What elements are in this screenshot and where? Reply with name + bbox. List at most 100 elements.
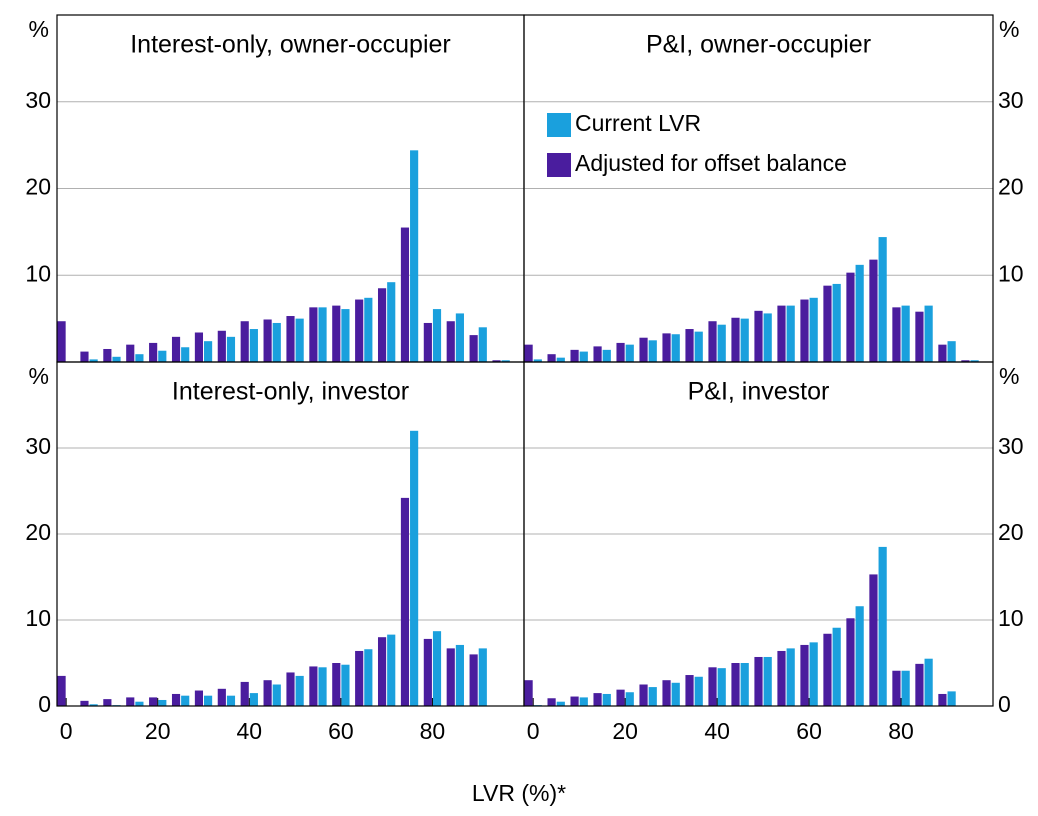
bar <box>80 700 89 706</box>
y-unit-label: % <box>999 16 1019 42</box>
bar <box>263 680 272 706</box>
bar <box>823 285 832 362</box>
bar <box>832 627 841 706</box>
bar <box>570 696 579 706</box>
bar <box>332 305 341 362</box>
bar <box>763 656 772 706</box>
bar <box>602 349 611 362</box>
bar <box>240 681 249 706</box>
x-axis-label: LVR (%)* <box>472 780 566 806</box>
bar <box>469 654 478 706</box>
bar <box>226 695 236 706</box>
bar <box>625 692 634 706</box>
bar <box>181 695 190 706</box>
y-tick-label: 20 <box>998 519 1024 545</box>
bar <box>158 350 167 362</box>
bar <box>318 667 327 706</box>
bar <box>80 351 89 362</box>
bar <box>446 648 455 706</box>
bar <box>364 649 373 706</box>
bar <box>823 633 832 706</box>
bar <box>846 618 855 706</box>
bar <box>671 682 680 706</box>
bar <box>432 631 442 706</box>
bar <box>740 318 749 362</box>
bar <box>731 663 740 706</box>
bar <box>377 288 387 362</box>
bar <box>455 644 464 706</box>
bar <box>171 693 181 706</box>
bar <box>625 344 634 362</box>
bar <box>217 688 226 706</box>
bar <box>938 344 947 362</box>
bar <box>387 634 396 706</box>
bar <box>355 299 364 362</box>
bar <box>777 305 786 362</box>
x-tick-label: 20 <box>145 718 171 744</box>
bar <box>217 330 226 362</box>
panel-frame <box>523 361 994 707</box>
x-tick-label: 0 <box>527 718 540 744</box>
bar <box>685 675 694 706</box>
bar <box>786 648 795 706</box>
bar <box>694 331 703 362</box>
bar <box>309 666 318 706</box>
bar <box>662 680 671 706</box>
y-tick-label: 20 <box>25 519 51 545</box>
bar <box>455 313 464 362</box>
bar <box>694 676 703 706</box>
bar <box>89 359 98 362</box>
bar <box>478 327 487 362</box>
bar <box>648 687 657 706</box>
bar <box>947 691 956 706</box>
x-tick-label: 80 <box>420 718 446 744</box>
bar <box>341 309 350 362</box>
bar <box>263 319 272 362</box>
bar <box>309 307 318 362</box>
bar <box>924 658 933 706</box>
bar <box>869 574 878 706</box>
bar <box>295 318 304 362</box>
bar <box>400 227 410 362</box>
bar <box>547 698 556 706</box>
bar <box>272 322 281 362</box>
bar <box>194 690 204 706</box>
bar <box>126 344 135 362</box>
bar <box>593 346 602 362</box>
bar <box>446 321 455 362</box>
bar <box>915 663 924 706</box>
bar <box>616 342 625 362</box>
bar <box>754 310 763 362</box>
bar <box>158 699 167 706</box>
bar <box>469 335 478 362</box>
bar <box>639 684 648 706</box>
y-tick-label: 0 <box>38 691 51 717</box>
bar <box>855 264 864 362</box>
bar <box>204 695 213 706</box>
bar <box>892 307 901 362</box>
bar <box>961 360 970 362</box>
y-tick-label: 20 <box>25 174 51 200</box>
bar <box>240 321 249 362</box>
bar <box>892 670 901 706</box>
bar <box>593 693 602 706</box>
legend-label: Adjusted for offset balance <box>575 150 847 176</box>
y-tick-label: 30 <box>998 87 1024 113</box>
bar <box>685 329 694 362</box>
bar <box>204 341 213 362</box>
bar <box>800 299 809 362</box>
bar <box>501 360 510 362</box>
bar <box>400 497 410 706</box>
bar <box>364 297 373 362</box>
bar <box>249 693 258 706</box>
bar <box>717 668 726 706</box>
bar <box>377 637 387 706</box>
y-tick-label: 0 <box>998 691 1011 717</box>
y-tick-label: 10 <box>25 605 51 631</box>
bar <box>149 342 158 362</box>
bar <box>579 697 588 706</box>
bar <box>556 357 565 362</box>
y-tick-label: 10 <box>998 605 1024 631</box>
y-unit-label: % <box>999 363 1019 389</box>
y-tick-label: 10 <box>998 260 1024 286</box>
